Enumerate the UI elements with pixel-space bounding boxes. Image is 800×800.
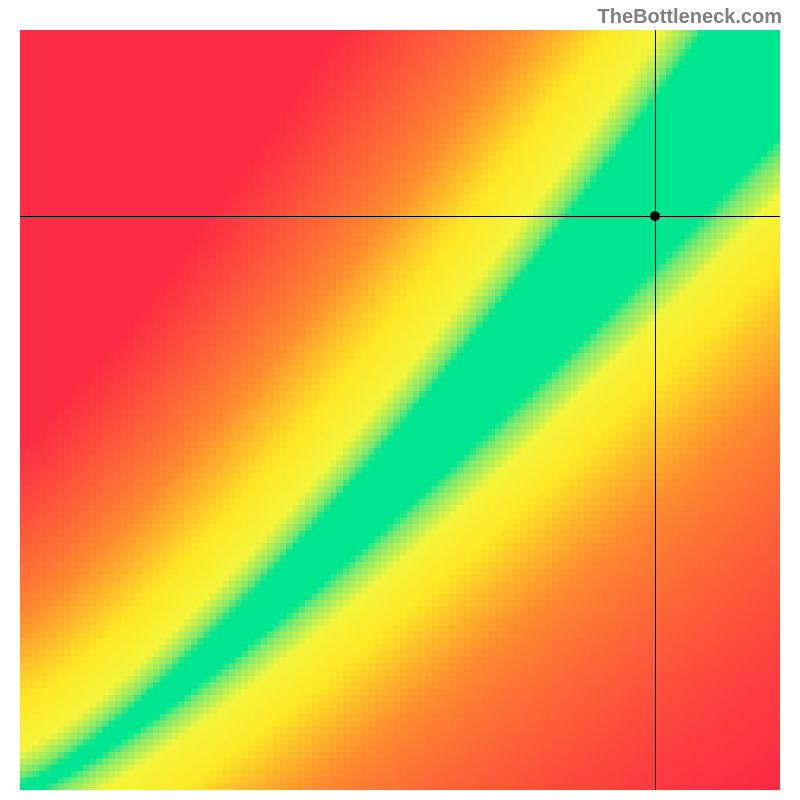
watermark-text: TheBottleneck.com (598, 6, 782, 29)
crosshair-horizontal (20, 216, 780, 217)
crosshair-marker (650, 211, 660, 221)
heatmap-plot (20, 30, 780, 790)
chart-container: TheBottleneck.com (0, 0, 800, 800)
heatmap-canvas (20, 30, 780, 790)
crosshair-vertical (655, 30, 656, 790)
